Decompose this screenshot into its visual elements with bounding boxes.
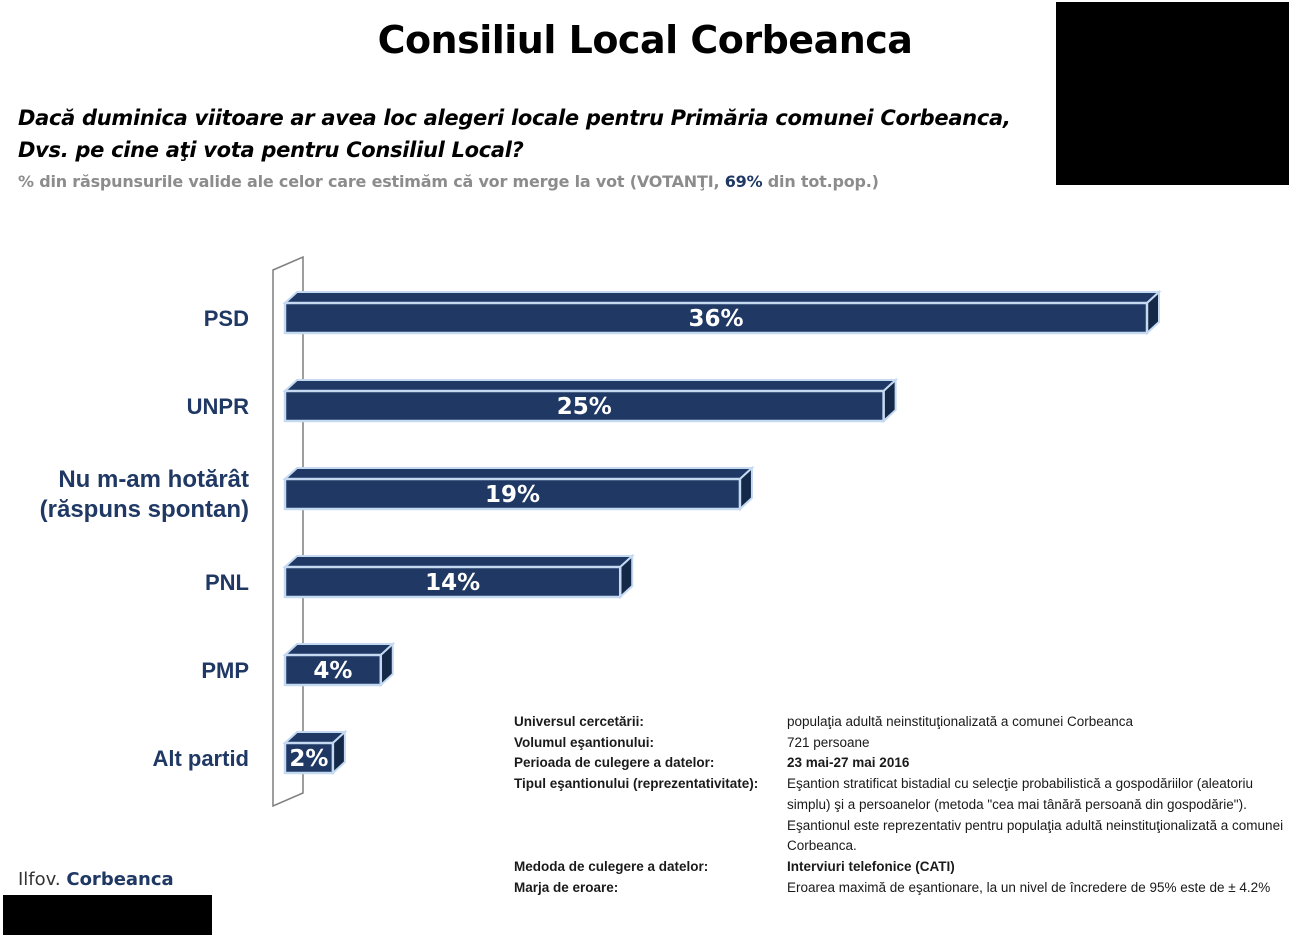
methodology-key: Perioada de culegere a datelor:	[514, 755, 715, 771]
methodology-key: Marja de eroare:	[514, 879, 619, 895]
methodology-value: Eroarea maximă de eşantionare, la un niv…	[787, 879, 1271, 895]
category-labels: PSD UNPR Nu m-am hotărât (răspuns spontan) P…	[40, 306, 249, 771]
question-line-1: Dacă duminica viitoare ar avea loc alege…	[18, 106, 1011, 130]
methodology-key: Tipul eşantionului (reprezentativitate):	[514, 776, 759, 792]
bar	[283, 741, 335, 775]
data-label: 14%	[425, 570, 480, 596]
methodology-value: populaţia adultă neinstituţionalizată a …	[787, 714, 1133, 729]
data-label: 25%	[557, 394, 612, 420]
voters-percentage: 69%	[724, 172, 763, 191]
axis-wall-panel	[272, 255, 304, 808]
methodology-key: Medoda de culegere a datelor:	[514, 858, 709, 874]
redacted-logo	[1056, 2, 1289, 185]
methodology-row: Tipul eşantionului (reprezentativitate):…	[514, 774, 1287, 857]
methodology-value: 721 persoane	[787, 734, 870, 750]
bar-top-face	[282, 555, 635, 568]
bar	[283, 301, 1149, 335]
methodology-value: 23 mai-27 mai 2016	[787, 755, 910, 771]
bar-group: 36%	[282, 289, 1162, 336]
bar-chart: PSD UNPR Nu m-am hotărât (răspuns spontan) P…	[40, 255, 1162, 808]
category-label: Nu m-am hotărât	[58, 466, 249, 493]
methodology-row: Volumul eşantionului: 721 persoane	[514, 733, 1287, 754]
sample-note-suffix: din tot.pop.)	[762, 172, 879, 191]
bar-group: 14%	[282, 553, 635, 600]
question-line-2: Dvs. pe cine aţi vota pentru Consiliul L…	[18, 138, 524, 162]
methodology-value: Interviuri telefonice (CATI)	[787, 858, 955, 874]
bar	[283, 653, 383, 687]
bar	[283, 389, 885, 423]
chart-axis-wall	[272, 255, 304, 808]
bar	[283, 477, 742, 511]
methodology-key: Volumul eşantionului:	[514, 734, 654, 750]
data-label: 2%	[289, 746, 328, 772]
category-label: (răspuns spontan)	[40, 496, 249, 523]
category-label: PMP	[201, 658, 249, 683]
redacted-footer-logo	[3, 895, 212, 935]
bar-top-face	[282, 643, 396, 656]
page-title: Consiliul Local Corbeanca	[377, 18, 913, 62]
methodology-row: Universul cercetării: populaţia adultă ne…	[514, 712, 1287, 733]
bar	[283, 565, 622, 599]
bar-top-face	[282, 467, 755, 480]
bar-group: 19%	[282, 465, 755, 512]
methodology-row: Perioada de culegere a datelor: 23 mai-27…	[514, 753, 1287, 774]
methodology-value: Eşantion stratificat bistadial cu selecţ…	[787, 776, 1284, 854]
bar-group: 25%	[282, 377, 899, 424]
footer-region: Ilfov.	[18, 869, 67, 890]
category-label: Alt partid	[152, 746, 249, 771]
bar-group: 4%	[282, 641, 396, 688]
category-label: UNPR	[187, 394, 249, 419]
methodology-row: Marja de eroare: Eroarea maximă de eşanti…	[514, 878, 1287, 899]
bar-group: 2%	[282, 729, 348, 776]
footer-location: Ilfov. Corbeanca	[18, 869, 174, 890]
data-label: 19%	[485, 482, 540, 508]
methodology-row: Medoda de culegere a datelor: Interviuri …	[514, 857, 1287, 878]
bar-top-face	[282, 379, 899, 392]
sample-note-text: % din răspunsurile valide ale celor care…	[18, 172, 725, 191]
data-label: 4%	[313, 658, 352, 684]
methodology-key: Universul cercetării:	[514, 714, 644, 729]
footer-locality: Corbeanca	[66, 869, 174, 890]
bar-top-face	[282, 291, 1162, 304]
sample-note: % din răspunsurile valide ale celor care…	[18, 172, 879, 191]
bars: 36% 25% 19% 14% 4% 2%	[282, 289, 1162, 776]
category-label: PNL	[205, 570, 249, 595]
methodology-panel: Universul cercetării: populaţia adultă ne…	[514, 712, 1287, 898]
data-label: 36%	[688, 306, 743, 332]
category-label: PSD	[204, 306, 249, 331]
